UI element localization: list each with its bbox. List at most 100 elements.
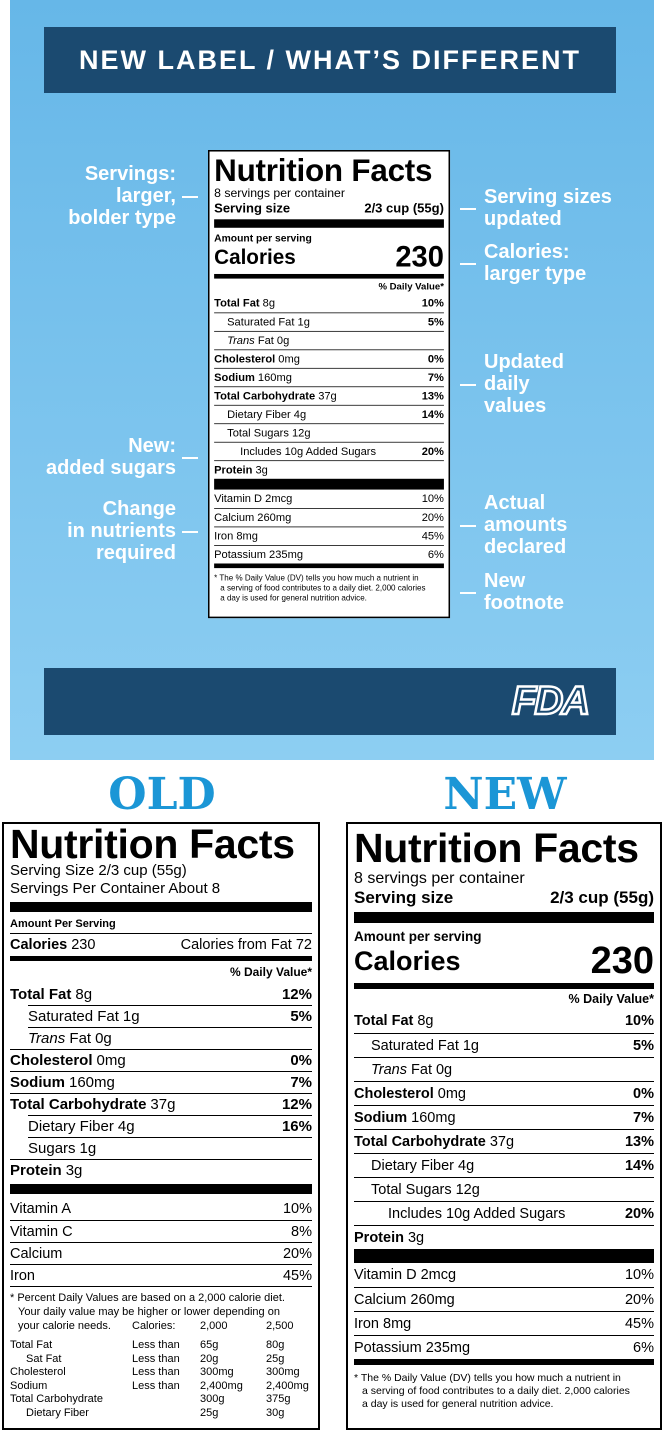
nutrition-label: Nutrition Facts 8 servings per container S… (346, 822, 662, 1430)
annotation: Calories: larger type (484, 241, 586, 285)
table-row: Total Fat Less than 65g 80g (10, 1339, 312, 1353)
nutrient-label: Total Carbohydrate (354, 1133, 486, 1150)
dv-header: % Daily Value* (568, 992, 654, 1006)
vitamin-row: Potassium 235mg 6% (214, 545, 444, 563)
annotation-line: declared (484, 536, 567, 558)
nutrient-name: Sugars 1g (28, 1140, 96, 1157)
nutrient-amount: 160mg (69, 1074, 115, 1091)
table-limit: Less than (132, 1339, 180, 1351)
footnote-line: Your daily value may be higher or lower … (10, 1305, 312, 1319)
nutrient-row: Cholesterol 0mg 0% (354, 1081, 654, 1105)
vitamin-row: Calcium 20% (10, 1242, 312, 1264)
serving-size-row: Serving size 2/3 cup (55g) (354, 888, 654, 908)
vitamin-row: Vitamin C 8% (10, 1220, 312, 1242)
nutrient-name: Total Carbohydrate 37g (214, 390, 337, 402)
nutrient-name: Protein 3g (354, 1230, 424, 1246)
vitamin-row: Potassium 235mg 6% (354, 1335, 654, 1359)
nutrient-label: Protein (214, 463, 253, 477)
nutrient-dv: 12% (281, 1096, 312, 1113)
table-2500: 300mg (266, 1366, 300, 1379)
nutrient-dv: 20% (421, 445, 444, 458)
nutrient-amount: 8g (75, 985, 93, 1003)
nutrient-amount: 4g (293, 408, 307, 421)
serving-size-label: Serving size (214, 200, 291, 216)
nutrient-dv: 13% (421, 389, 444, 403)
nutrient-label: Total Fat (214, 297, 260, 310)
vitamin-dv: 8% (291, 1223, 312, 1240)
nutrient-name: Includes 10g Added Sugars (214, 445, 376, 457)
nutrient-amount: 0g (435, 1061, 453, 1078)
nutrient-name: Total Sugars 12g (354, 1182, 480, 1198)
table-name: Total Carbohydrate (10, 1393, 103, 1406)
amount-per-serving: Amount Per Serving (10, 915, 312, 934)
nutrient-dv: 0% (633, 1085, 654, 1102)
nutrient-amount: 12g (291, 426, 311, 440)
nutrient-label: Fat (411, 1061, 432, 1078)
nutrient-name: Sodium 160mg (10, 1074, 115, 1091)
vitamin-name: Vitamin A (10, 1201, 71, 1217)
thick-bar (10, 1184, 312, 1194)
nutrient-amount: 160mg (411, 1109, 456, 1126)
nutrient-row: Dietary Fiber 4g 14% (354, 1153, 654, 1177)
nutrient-label: Includes 10g Added Sugars (388, 1205, 566, 1222)
nutrient-name: Cholesterol 0mg (354, 1086, 466, 1102)
footnote-line: a serving of food contributes to a daily… (362, 1385, 630, 1397)
nutrient-dv: 7% (290, 1074, 312, 1091)
nutrient-dv: 5% (427, 315, 444, 329)
annotation-line: amounts (484, 514, 568, 536)
vitamin-label: Iron (354, 1315, 379, 1332)
nutrient-amount: 0mg (96, 1052, 126, 1069)
annotation: Serving sizes updated (484, 186, 612, 230)
annotation-line: larger, (115, 185, 176, 207)
table-row: Sodium Less than 2,400mg 2,400mg (10, 1380, 312, 1394)
nutrient-name: Total Fat 8g (354, 1013, 433, 1029)
calories-label: Calories (10, 937, 68, 953)
vitamin-dv: 10% (421, 492, 444, 505)
header-title: NEW LABEL / WHAT’S DIFFERENT (44, 27, 616, 93)
vitamin-row: Calcium 260mg 20% (214, 508, 444, 526)
nutrient-name: Saturated Fat 1g (354, 1038, 479, 1054)
nutrient-label: Fat (69, 1030, 92, 1047)
nutrient-amount: 4g (458, 1157, 475, 1174)
nutrient-dv: 5% (290, 1008, 312, 1025)
nutrient-row: Dietary Fiber 4g 16% (28, 1115, 312, 1137)
vitamin-dv: 10% (624, 1267, 654, 1283)
nutrient-name: Protein 3g (10, 1162, 82, 1179)
annotation-line: Updated (484, 351, 564, 373)
amount-per-serving: Amount per serving (214, 232, 312, 244)
table-2000: 20g (200, 1352, 219, 1365)
nutrient-name: Dietary Fiber 4g (354, 1158, 474, 1174)
servings: Servings Per Container About 8 (10, 880, 221, 897)
footnote-text: your calorie needs. (18, 1320, 111, 1332)
nutrient-dv: 5% (633, 1037, 654, 1054)
nutrient-row: Total Fat 8g 10% (214, 294, 444, 312)
calories-value: 230 (71, 937, 96, 953)
serving-size-value: 2/3 cup (55g) (550, 888, 654, 907)
annotation-line: required (95, 542, 176, 564)
vitamin-label: Iron (214, 529, 234, 543)
nutrient-label: Dietary Fiber (371, 1157, 454, 1174)
nutrient-dv: 10% (624, 1013, 654, 1029)
nutrient-dv: 7% (427, 371, 444, 384)
nutrient-label: Total Carbohydrate (10, 1096, 147, 1113)
annotation-dash (182, 196, 198, 198)
nutrient-amount: 12g (455, 1181, 480, 1198)
table-2500: 375g (266, 1393, 291, 1406)
nutrient-row: Trans Fat 0g (214, 330, 444, 349)
label-title: Nutrition Facts (354, 825, 639, 871)
nutrition-label: Nutrition Facts Serving Size 2/3 cup (55g… (2, 822, 320, 1430)
table-name: Total Fat (10, 1339, 53, 1351)
vitamin-name: Iron (10, 1267, 35, 1284)
label-title: Nutrition Facts (214, 152, 433, 188)
nutrient-row: Includes 10g Added Sugars 20% (214, 441, 444, 460)
serving-size: Serving Size 2/3 cup (55g) (10, 862, 187, 879)
calories-row: Calories 230 (214, 240, 444, 272)
vitamin-row: Vitamin D 2mcg 10% (214, 490, 444, 508)
vitamin-label: Vitamin D (214, 492, 263, 505)
annotation-line: New (484, 570, 526, 592)
nutrient-amount: 8g (262, 297, 276, 310)
vitamin-dv: 10% (282, 1201, 312, 1217)
vitamin-dv: 6% (633, 1339, 654, 1356)
nutrient-amount: 37g (489, 1133, 515, 1150)
vitamin-name: Potassium 235mg (354, 1340, 470, 1356)
